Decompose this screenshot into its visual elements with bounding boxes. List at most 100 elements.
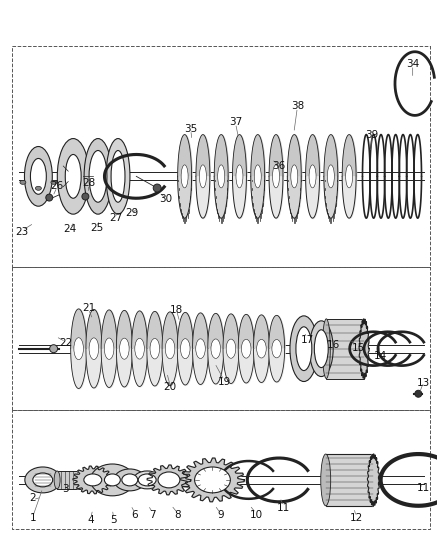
Text: 29: 29 [125,208,138,219]
Ellipse shape [153,184,161,192]
Ellipse shape [165,338,175,359]
Ellipse shape [74,338,83,360]
Ellipse shape [33,473,53,487]
Ellipse shape [290,316,318,382]
Text: 17: 17 [301,335,314,345]
Text: 34: 34 [406,59,419,69]
Text: 18: 18 [170,305,183,315]
Ellipse shape [158,472,180,488]
Text: 25: 25 [91,223,104,233]
FancyBboxPatch shape [57,471,85,489]
Text: 39: 39 [366,130,379,140]
Ellipse shape [135,338,145,359]
Ellipse shape [120,338,129,359]
Ellipse shape [309,165,316,188]
Text: 12: 12 [350,513,363,523]
Ellipse shape [49,345,57,353]
Ellipse shape [51,180,57,184]
Ellipse shape [122,474,138,486]
Text: 20: 20 [164,382,177,392]
Ellipse shape [196,339,205,359]
Polygon shape [367,454,379,506]
Text: 1: 1 [29,513,36,523]
Ellipse shape [257,340,266,358]
Ellipse shape [25,147,52,206]
Text: 9: 9 [217,510,224,520]
Ellipse shape [272,165,279,188]
Ellipse shape [89,338,99,359]
Ellipse shape [211,339,220,358]
Ellipse shape [133,471,161,489]
Ellipse shape [84,474,102,486]
Text: 15: 15 [352,343,365,353]
Ellipse shape [65,155,81,198]
Text: 10: 10 [249,510,262,520]
Polygon shape [73,466,113,494]
Ellipse shape [327,165,334,188]
Text: 27: 27 [109,213,122,223]
Text: 37: 37 [229,117,242,127]
Ellipse shape [218,165,225,188]
Ellipse shape [236,165,243,188]
Text: 14: 14 [374,351,387,361]
Ellipse shape [25,467,60,493]
Ellipse shape [82,471,88,489]
Text: 8: 8 [174,510,181,520]
Text: 19: 19 [218,377,231,387]
Ellipse shape [322,319,330,378]
Ellipse shape [20,180,26,184]
Text: 22: 22 [59,338,72,349]
Ellipse shape [415,390,422,397]
Text: 16: 16 [326,340,339,350]
Text: 4: 4 [87,515,94,525]
Ellipse shape [84,139,112,214]
Ellipse shape [194,467,230,493]
Ellipse shape [138,474,156,486]
Text: 23: 23 [16,227,29,237]
Ellipse shape [272,340,282,358]
Ellipse shape [309,321,333,376]
Text: 6: 6 [132,510,138,520]
Ellipse shape [291,165,298,188]
Ellipse shape [104,338,114,359]
Ellipse shape [226,339,236,358]
Text: 11: 11 [417,483,430,493]
Ellipse shape [54,471,60,489]
Text: 21: 21 [82,303,95,313]
Ellipse shape [30,158,46,194]
Polygon shape [147,465,191,495]
Text: 35: 35 [184,124,198,134]
Ellipse shape [111,150,125,202]
Ellipse shape [114,469,146,491]
Ellipse shape [199,165,206,188]
Ellipse shape [104,474,120,486]
Ellipse shape [241,339,251,358]
Text: 11: 11 [277,503,290,513]
Ellipse shape [89,150,107,202]
Text: 28: 28 [82,177,95,188]
Text: 38: 38 [291,101,304,111]
Ellipse shape [106,139,130,214]
Ellipse shape [150,338,159,359]
Text: 3: 3 [63,484,69,494]
Text: 13: 13 [417,378,430,388]
Ellipse shape [180,338,190,359]
FancyBboxPatch shape [326,319,364,378]
Ellipse shape [35,187,41,190]
Text: 2: 2 [29,493,36,503]
Polygon shape [180,458,244,502]
Text: 5: 5 [110,515,117,525]
Text: 26: 26 [50,181,64,191]
Ellipse shape [57,139,89,214]
Ellipse shape [91,464,134,496]
Text: 30: 30 [159,193,173,204]
Ellipse shape [321,454,331,506]
Text: 36: 36 [272,161,286,171]
FancyBboxPatch shape [326,454,374,506]
Ellipse shape [254,165,261,188]
Ellipse shape [82,193,89,200]
Ellipse shape [346,165,353,188]
Ellipse shape [181,165,188,188]
Ellipse shape [46,194,53,201]
Text: 24: 24 [64,224,77,235]
